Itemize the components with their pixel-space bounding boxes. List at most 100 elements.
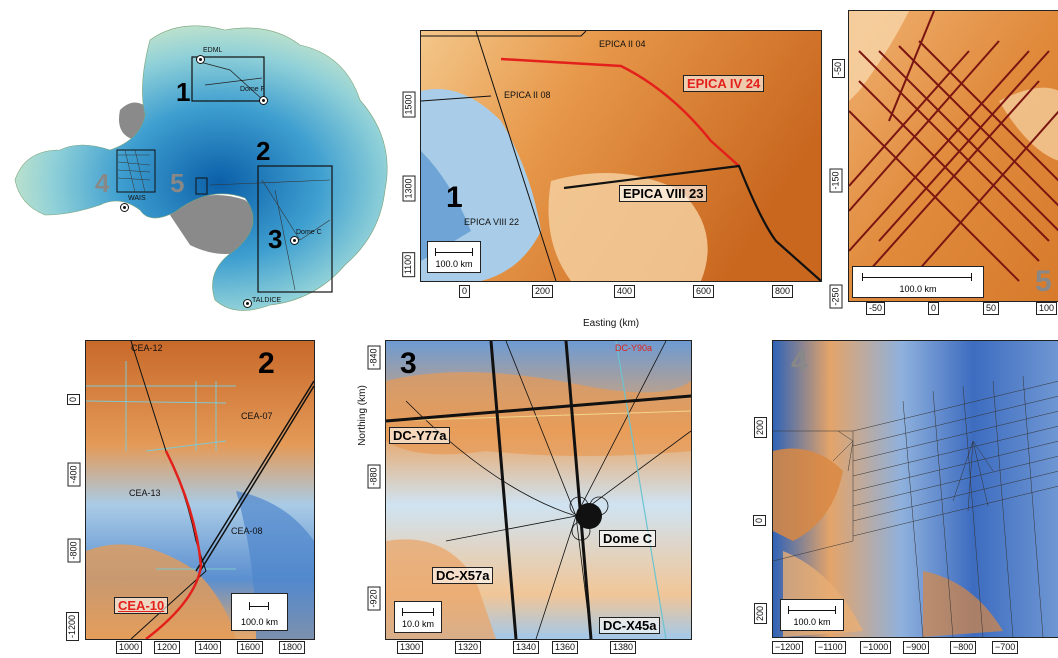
p4-xtick-1: −1100 xyxy=(815,641,846,654)
panel-4-number: 4 xyxy=(791,345,808,378)
label-cea-13: CEA-13 xyxy=(129,488,161,498)
label-epica-viii-22: EPICA VIII 22 xyxy=(464,217,520,227)
region-5-box xyxy=(195,177,208,195)
p3-ytick-0: -840 xyxy=(367,345,381,370)
p1-xtick-3: 600 xyxy=(693,285,715,298)
p2-xtick-1: 1200 xyxy=(154,641,181,654)
p4-ytick-0: 200 xyxy=(754,416,768,439)
line-epica-viii-23 xyxy=(563,164,821,281)
line-dc-x45a xyxy=(564,341,593,639)
panel-4-map: 4 100.0 km xyxy=(772,340,1058,638)
line-cea-07 xyxy=(195,380,314,574)
label-epica-viii-23: EPICA VIII 23 xyxy=(619,185,708,202)
panel-2-scale-bar: 100.0 km xyxy=(231,593,288,631)
panel-1-map: EPICA II 04 EPICA II 08 EPICA VIII 22 EP… xyxy=(420,30,822,282)
label-dome-c: Dome C xyxy=(599,530,657,547)
station-taldice-marker xyxy=(243,299,252,308)
p2-xtick-4: 1800 xyxy=(279,641,306,654)
p3-xtick-0: 1300 xyxy=(397,641,424,654)
label-dc-x45a: DC-X45a xyxy=(599,617,661,634)
p2-xtick-3: 1600 xyxy=(237,641,264,654)
p5-xtick-3: 100 xyxy=(1036,302,1058,315)
p5-xtick-0: -50 xyxy=(866,302,886,315)
station-domef-label: Dome F xyxy=(240,86,265,93)
p4-ytick-2: 200 xyxy=(754,602,768,625)
p1-xtick-2: 400 xyxy=(614,285,636,298)
panel-2-number: 2 xyxy=(258,347,275,380)
region-1-box xyxy=(191,56,265,102)
panel-2-map: CEA-12 CEA-07 CEA-13 CEA-08 CEA-10 2 100… xyxy=(85,340,315,640)
p5-xtick-2: 50 xyxy=(983,302,1000,315)
station-domef-marker xyxy=(259,96,268,105)
panel-5-flight-lines xyxy=(849,11,1058,282)
p2-ytick-0: 0 xyxy=(67,393,81,406)
p3-xtick-3: 1360 xyxy=(552,641,579,654)
p1-ytick-2: 1100 xyxy=(402,251,416,278)
label-cea-10: CEA-10 xyxy=(114,597,169,614)
p4-xtick-0: −1200 xyxy=(772,641,804,654)
station-domec-marker xyxy=(290,236,299,245)
p3-xtick-1: 1320 xyxy=(455,641,482,654)
station-wais-marker xyxy=(120,203,129,212)
overview-region-4-label: 4 xyxy=(95,168,110,198)
label-cea-08: CEA-08 xyxy=(231,526,263,536)
overview-region-1-label: 1 xyxy=(176,77,191,107)
station-taldice-label: TALDICE xyxy=(252,297,282,304)
p1-xtick-1: 200 xyxy=(532,285,554,298)
line-dc-y90a xyxy=(615,341,667,639)
label-cea-07: CEA-07 xyxy=(241,411,273,421)
p4-xtick-3: −900 xyxy=(903,641,930,654)
p1-xtick-0: 0 xyxy=(459,285,471,298)
p2-xtick-0: 1000 xyxy=(116,641,143,654)
region-3-box xyxy=(257,165,333,293)
p5-ytick-1: -150 xyxy=(829,168,843,193)
panel-5-number: 5 xyxy=(1035,265,1052,298)
p4-xtick-4: −800 xyxy=(950,641,977,654)
line-dc-y77a xyxy=(386,394,691,423)
station-edml-label: EDML xyxy=(203,47,223,54)
ice-sheet xyxy=(14,25,388,311)
panel-3-number: 3 xyxy=(400,347,417,380)
p3-ytick-2: -920 xyxy=(367,586,381,611)
station-edml-marker xyxy=(196,55,205,64)
p2-ytick-3: -1200 xyxy=(66,611,80,642)
region-4-box xyxy=(116,149,156,193)
p1-xlabel: Easting (km) xyxy=(583,318,640,329)
p3-xtick-2: 1340 xyxy=(513,641,540,654)
line-epica-iv-24 xyxy=(500,57,740,167)
p4-xtick-5: −700 xyxy=(992,641,1019,654)
line-dc-x57a xyxy=(489,341,518,639)
overview-region-2-label: 2 xyxy=(256,136,271,166)
p3-xtick-4: 1380 xyxy=(610,641,637,654)
panel-5-map: 5 100.0 km xyxy=(848,10,1058,302)
label-epica-iv-24: EPICA IV 24 xyxy=(683,75,765,92)
p1-ytick-1: 1300 xyxy=(402,175,416,202)
p4-ytick-1: 0 xyxy=(753,514,767,527)
p1-xtick-4: 800 xyxy=(772,285,794,298)
label-dc-x57a: DC-X57a xyxy=(432,567,494,584)
p5-ytick-0: -50 xyxy=(832,58,846,79)
panel-2-grid-lines xyxy=(86,361,236,570)
p3-ylabel: Northing (km) xyxy=(356,385,368,446)
overview-region-5-label: 5 xyxy=(170,168,185,198)
p4-xtick-2: −1000 xyxy=(860,641,892,654)
label-epica-ii-08: EPICA II 08 xyxy=(504,90,551,100)
overview-map: EDML Dome F WAIS Dome C TALDICE 1 2 3 4 … xyxy=(0,0,405,330)
panel-1-scale-bar: 100.0 km xyxy=(427,241,481,273)
panel-4-scale-bar: 100.0 km xyxy=(780,599,844,631)
panel-4-flight-grid xyxy=(773,375,1058,637)
line-epica-ii-04 xyxy=(421,31,587,37)
station-domec-label: Dome C xyxy=(296,229,322,236)
p2-xtick-2: 1400 xyxy=(195,641,222,654)
panel-5-scale-bar: 100.0 km xyxy=(852,266,984,298)
label-epica-ii-04: EPICA II 04 xyxy=(599,39,646,49)
overview-region-3-label: 3 xyxy=(268,224,283,254)
label-dc-y77a: DC-Y77a xyxy=(389,427,451,444)
p2-ytick-2: -800 xyxy=(67,538,81,563)
p3-ytick-1: -880 xyxy=(367,464,381,489)
p2-ytick-1: -400 xyxy=(67,462,81,487)
p5-ytick-2: -250 xyxy=(829,284,843,309)
dome-c-dot xyxy=(576,503,602,529)
panel-3-scale-bar: 10.0 km xyxy=(394,601,442,633)
line-epica-ii-08 xyxy=(421,95,492,102)
